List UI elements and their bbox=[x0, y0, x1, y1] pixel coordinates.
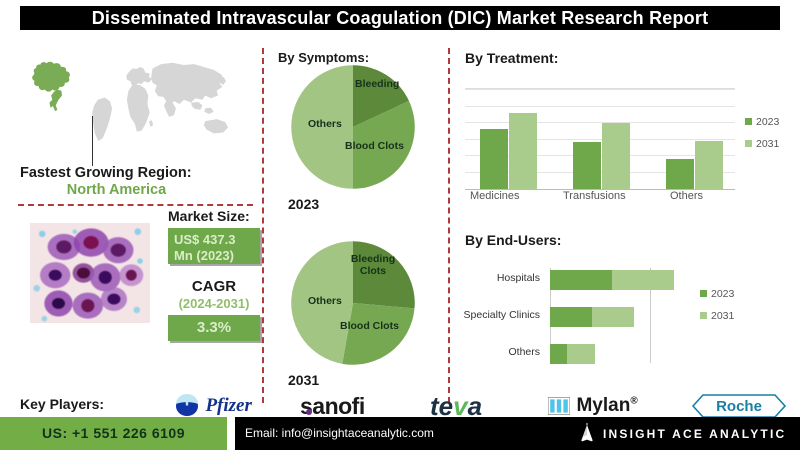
svg-text:Roche: Roche bbox=[716, 398, 762, 415]
